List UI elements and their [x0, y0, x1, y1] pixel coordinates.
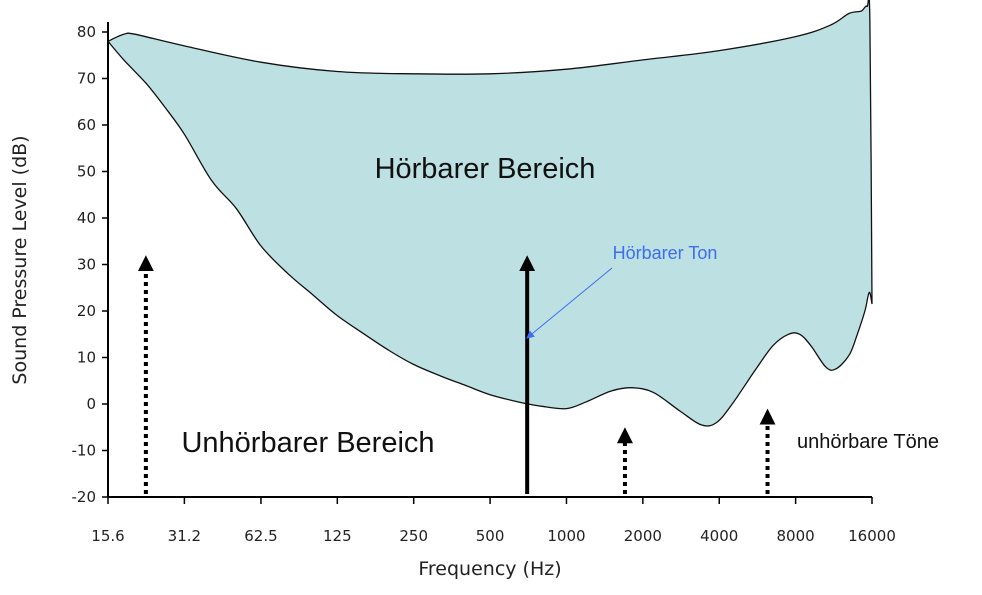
- y-tick-label: 0: [86, 395, 96, 413]
- tone-arrows: [137, 255, 776, 494]
- audible-tone-pointer: [526, 267, 613, 339]
- x-tick-label: 62.5: [244, 527, 277, 545]
- y-tick-label: 50: [77, 163, 96, 181]
- y-tick-label: 40: [77, 209, 96, 227]
- x-axis-title: Frequency (Hz): [418, 558, 561, 580]
- x-tick-label: 15.6: [91, 527, 124, 545]
- x-tick-label: 16000: [848, 527, 896, 545]
- y-tick-label: 70: [77, 70, 96, 88]
- y-tick-label: 60: [77, 116, 96, 134]
- x-tick-label: 31.2: [168, 527, 201, 545]
- inaudible-region-label: Unhörbarer Bereich: [181, 427, 434, 459]
- x-tick-label: 250: [399, 527, 428, 545]
- y-tick-label: 20: [77, 302, 96, 320]
- x-tick-label: 2000: [624, 527, 662, 545]
- audible-region-label: Hörbarer Bereich: [375, 153, 596, 185]
- x-tick-label: 8000: [777, 527, 815, 545]
- x-tick-label: 1000: [547, 527, 585, 545]
- x-tick-label: 500: [476, 527, 505, 545]
- y-axis-ticks: -20 -10 0 10 20 30 40 50 60 70 80: [72, 23, 108, 506]
- y-tick-label: 10: [77, 349, 96, 367]
- y-tick-label: -10: [72, 442, 97, 460]
- x-tick-label: 4000: [700, 527, 738, 545]
- x-tick-label: 125: [323, 527, 352, 545]
- x-axis-ticks: 15.6 31.2 62.5 125 250 500 1000 2000 4000 8000 160…: [91, 497, 896, 545]
- audible-tone-label: Hörbarer Ton: [613, 243, 718, 263]
- y-tick-label: 80: [77, 23, 96, 41]
- inaudible-tones-label: unhörbare Töne: [797, 431, 939, 453]
- y-axis-title: Sound Pressure Level (dB): [9, 135, 31, 384]
- y-tick-label: -20: [72, 488, 97, 506]
- audible-area: [106, 0, 873, 427]
- y-tick-label: 30: [77, 256, 96, 274]
